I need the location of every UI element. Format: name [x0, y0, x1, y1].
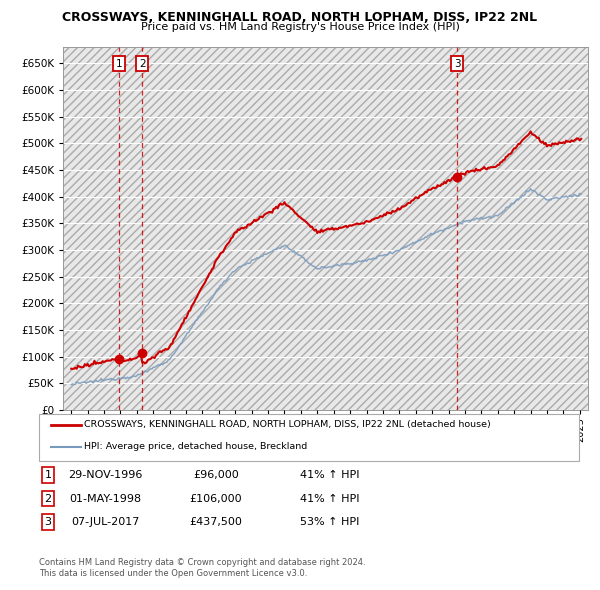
Text: 53% ↑ HPI: 53% ↑ HPI	[301, 517, 359, 527]
Text: £106,000: £106,000	[190, 494, 242, 503]
Text: 3: 3	[454, 58, 460, 68]
Text: Contains HM Land Registry data © Crown copyright and database right 2024.: Contains HM Land Registry data © Crown c…	[39, 558, 365, 566]
Text: 1: 1	[116, 58, 122, 68]
Text: £437,500: £437,500	[190, 517, 242, 527]
Text: 01-MAY-1998: 01-MAY-1998	[69, 494, 141, 503]
Text: This data is licensed under the Open Government Licence v3.0.: This data is licensed under the Open Gov…	[39, 569, 307, 578]
Text: 1: 1	[44, 470, 52, 480]
Text: Price paid vs. HM Land Registry's House Price Index (HPI): Price paid vs. HM Land Registry's House …	[140, 22, 460, 32]
Text: 29-NOV-1996: 29-NOV-1996	[68, 470, 142, 480]
Text: CROSSWAYS, KENNINGHALL ROAD, NORTH LOPHAM, DISS, IP22 2NL: CROSSWAYS, KENNINGHALL ROAD, NORTH LOPHA…	[62, 11, 538, 24]
Text: 41% ↑ HPI: 41% ↑ HPI	[300, 494, 360, 503]
Text: 07-JUL-2017: 07-JUL-2017	[71, 517, 139, 527]
Text: HPI: Average price, detached house, Breckland: HPI: Average price, detached house, Brec…	[84, 442, 307, 451]
Text: 3: 3	[44, 517, 52, 527]
Text: 41% ↑ HPI: 41% ↑ HPI	[300, 470, 360, 480]
Text: CROSSWAYS, KENNINGHALL ROAD, NORTH LOPHAM, DISS, IP22 2NL (detached house): CROSSWAYS, KENNINGHALL ROAD, NORTH LOPHA…	[84, 420, 491, 430]
Text: £96,000: £96,000	[193, 470, 239, 480]
Text: 2: 2	[139, 58, 146, 68]
Text: 2: 2	[44, 494, 52, 503]
